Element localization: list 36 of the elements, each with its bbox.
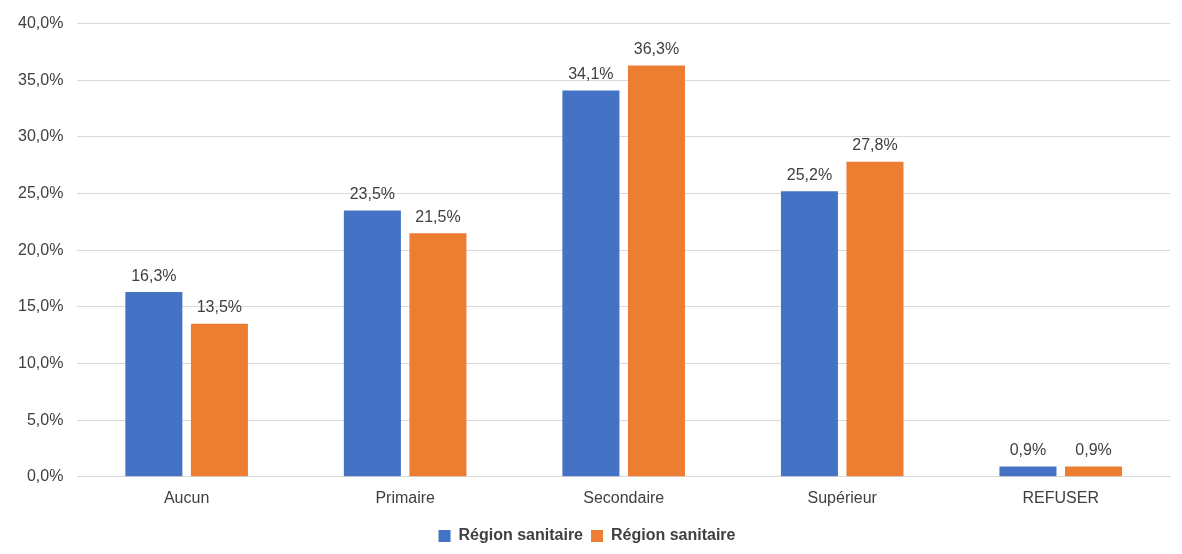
data-label: 34,1% (568, 64, 614, 82)
data-label: 36,3% (633, 39, 680, 57)
x-tick-label: Supérieur (807, 488, 878, 506)
legend-label: Région sanitaire (611, 526, 736, 544)
x-tick-label: REFUSER (1022, 488, 1099, 506)
bar (343, 210, 401, 477)
y-tick-label: 30,0% (17, 127, 64, 145)
x-tick-label: Aucun (163, 488, 210, 506)
bar (409, 233, 467, 477)
legend-label: Région sanitaire (458, 526, 584, 544)
y-tick-label: 25,0% (17, 183, 64, 201)
data-label: 25,2% (786, 165, 833, 183)
bar (627, 65, 685, 477)
bar (125, 292, 183, 477)
bar (846, 161, 904, 477)
y-tick-label: 40,0% (17, 14, 64, 32)
bar (562, 90, 620, 477)
y-tick-label: 35,0% (17, 70, 64, 88)
bar (190, 323, 248, 477)
y-tick-label: 5,0% (26, 410, 64, 428)
y-tick-label: 15,0% (17, 297, 64, 315)
y-tick-label: 20,0% (17, 240, 64, 258)
bar (999, 466, 1057, 477)
y-tick-label: 0,0% (26, 467, 64, 485)
x-tick-label: Primaire (375, 488, 436, 506)
x-tick-label: Secondaire (583, 488, 665, 506)
y-tick-label: 10,0% (17, 353, 64, 371)
data-label: 27,8% (852, 136, 898, 154)
data-label: 13,5% (196, 298, 243, 316)
bar (1065, 466, 1123, 477)
data-label: 16,3% (131, 266, 177, 284)
bar (780, 191, 838, 477)
data-label: 23,5% (349, 184, 396, 202)
data-label: 21,5% (415, 207, 461, 225)
data-label: 0,9% (1009, 441, 1047, 459)
data-label: 0,9% (1075, 441, 1112, 459)
